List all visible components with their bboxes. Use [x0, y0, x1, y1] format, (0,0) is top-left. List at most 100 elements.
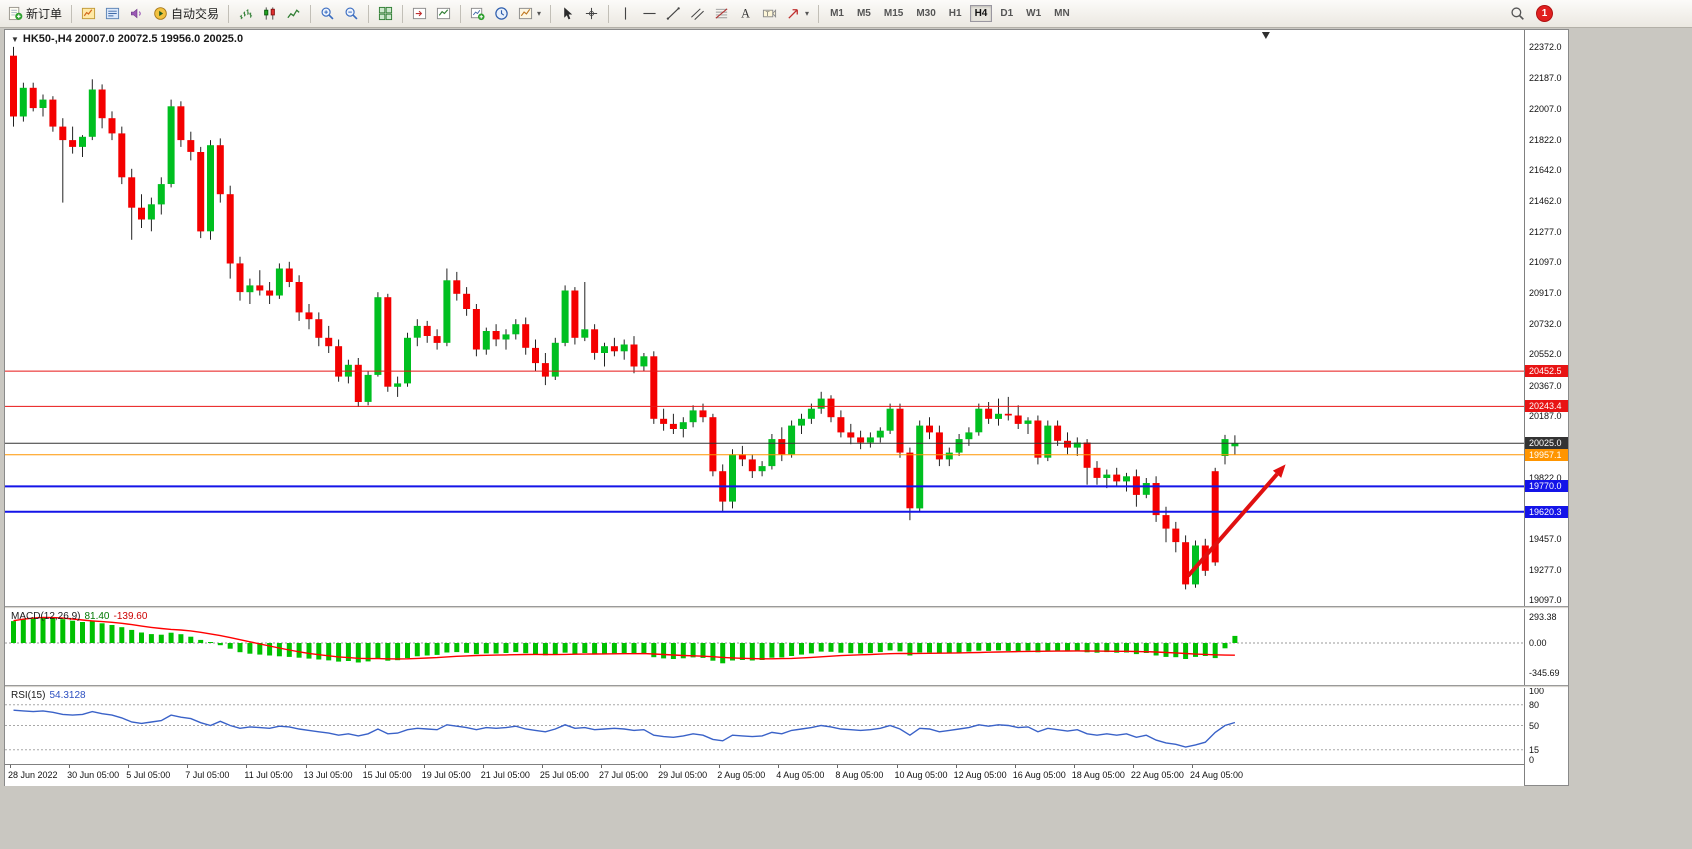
horizontal-line-button[interactable] — [638, 3, 661, 24]
fibonacci-icon — [714, 6, 729, 21]
new-order-button[interactable]: 新订单 — [4, 3, 66, 24]
macd-signal-value: -139.60 — [113, 611, 148, 622]
text-icon: A — [738, 6, 753, 21]
timeframe-m30-button[interactable]: M30 — [916, 8, 936, 19]
macd-pane[interactable] — [5, 609, 1524, 685]
price-tick-label: 20917.0 — [1529, 287, 1562, 298]
rsi-tick-label: 50 — [1529, 720, 1540, 731]
timeframe-h4-button[interactable]: H4 — [969, 5, 993, 22]
main-chart-pane[interactable] — [5, 30, 1524, 606]
pane-divider[interactable] — [5, 606, 1568, 609]
periodicity-button[interactable] — [490, 3, 513, 24]
price-level-badge: 20025.0 — [1525, 437, 1568, 450]
text-label-button[interactable]: T — [758, 3, 781, 24]
text-button[interactable]: A — [734, 3, 757, 24]
line-chart-icon — [286, 6, 301, 21]
macd-tick-label: -345.69 — [1529, 668, 1560, 679]
time-axis-label: 15 Jul 05:00 — [362, 770, 412, 780]
macd-tick-label: 293.38 — [1529, 612, 1557, 623]
time-axis-label: 2 Aug 05:00 — [717, 770, 766, 780]
templates-button[interactable]: ▾ — [514, 3, 545, 24]
chart-shift-icon — [412, 6, 427, 21]
time-tick — [660, 765, 662, 768]
chart-symbol-label: HK50-,H4 20007.0 20072.5 19956.0 20025.0 — [22, 33, 244, 45]
toolbar-separator — [368, 4, 370, 23]
autotrading-button[interactable]: 自动交易 — [149, 3, 223, 24]
rsi-pane[interactable] — [5, 688, 1524, 763]
bar-chart-button[interactable] — [234, 3, 257, 24]
time-axis-label: 29 Jul 05:00 — [658, 770, 708, 780]
pane-divider[interactable] — [5, 685, 1568, 688]
price-tick-label: 22372.0 — [1529, 41, 1562, 52]
price-tick-label: 20732.0 — [1529, 318, 1562, 329]
templates-icon — [518, 6, 533, 21]
toolbar-separator — [608, 4, 610, 23]
time-axis-label: 7 Jul 05:00 — [185, 770, 230, 780]
macd-label: MACD(12,26,9) 81.40 -139.60 — [11, 611, 151, 622]
crosshair-button[interactable] — [580, 3, 603, 24]
arrows-button[interactable]: ▾ — [782, 3, 813, 24]
strategy-tester-icon — [129, 6, 144, 21]
trendline-button[interactable] — [662, 3, 685, 24]
new-chart-icon — [470, 6, 485, 21]
market-watch-button[interactable] — [77, 3, 100, 24]
tile-windows-button[interactable] — [374, 3, 397, 24]
timeframe-m5-button[interactable]: M5 — [856, 8, 871, 19]
toolbar-separator — [460, 4, 462, 23]
timeframe-m15-button[interactable]: M15 — [883, 8, 904, 19]
fibonacci-button[interactable] — [710, 3, 733, 24]
time-axis-label: 27 Jul 05:00 — [599, 770, 649, 780]
price-tick-label: 19822.0 — [1529, 472, 1562, 483]
time-axis[interactable]: 28 Jun 2022 30 Jun 05:00 5 Jul 05:00 7 Jul … — [5, 764, 1524, 786]
zoom-in-button[interactable] — [316, 3, 339, 24]
line-chart-button[interactable] — [282, 3, 305, 24]
candlestick-chart-button[interactable] — [258, 3, 281, 24]
rsi-indicator[interactable] — [5, 688, 1524, 763]
time-axis-label: 11 Jul 05:00 — [244, 770, 293, 780]
time-axis-label: 5 Jul 05:00 — [126, 770, 171, 780]
timeframe-w1-button[interactable]: W1 — [1026, 8, 1042, 19]
macd-indicator[interactable] — [5, 609, 1524, 685]
arrows-icon — [786, 6, 801, 21]
zoom-out-button[interactable] — [340, 3, 363, 24]
tile-windows-icon — [378, 6, 393, 21]
price-tick-label: 21277.0 — [1529, 226, 1562, 237]
strategy-tester-button[interactable] — [125, 3, 148, 24]
rsi-title: RSI(15) — [11, 690, 46, 701]
timeframe-mn-button[interactable]: MN — [1054, 8, 1070, 19]
toolbar-separator — [402, 4, 404, 23]
periodicity-icon — [494, 6, 509, 21]
chart-window[interactable]: ▼ HK50-,H4 20007.0 20072.5 19956.0 20025… — [4, 29, 1569, 786]
notification-badge[interactable]: 1 — [1537, 6, 1552, 21]
price-tick-label: 22007.0 — [1529, 103, 1562, 114]
toolbar-separator — [228, 4, 230, 23]
chart-shift-button[interactable] — [408, 3, 431, 24]
timeframe-m1-button[interactable]: M1 — [830, 8, 844, 19]
chart-collapse-icon[interactable]: ▼ — [11, 34, 19, 44]
price-scale[interactable]: 22372.0 22187.0 22007.0 21822.0 21642.0 21462… — [1524, 30, 1568, 785]
timeframe-h1-button[interactable]: H1 — [948, 8, 962, 19]
cursor-button[interactable] — [556, 3, 579, 24]
bar-chart-icon — [238, 6, 253, 21]
time-axis-label: 30 Jun 05:00 — [67, 770, 120, 780]
timeframe-d1-button[interactable]: D1 — [1000, 8, 1014, 19]
candlestick-chart[interactable] — [5, 30, 1524, 606]
price-tick-label: 19097.0 — [1529, 595, 1562, 606]
channel-icon — [690, 6, 705, 21]
rsi-label: RSI(15) 54.3128 — [11, 690, 90, 701]
time-axis-label: 13 Jul 05:00 — [303, 770, 353, 780]
equidistant-channel-button[interactable] — [686, 3, 709, 24]
search-button[interactable] — [1506, 3, 1529, 24]
price-level-badge: 19620.3 — [1525, 505, 1568, 518]
new-chart-button[interactable] — [466, 3, 489, 24]
candlestick-chart-icon — [262, 6, 277, 21]
price-tick-label: 19457.0 — [1529, 534, 1562, 545]
vertical-line-button[interactable] — [614, 3, 637, 24]
time-tick — [896, 765, 898, 768]
data-window-button[interactable] — [101, 3, 124, 24]
time-tick — [482, 765, 484, 768]
time-tick — [955, 765, 957, 768]
auto-scroll-button[interactable] — [432, 3, 455, 24]
price-level-badge: 19957.1 — [1525, 448, 1568, 461]
svg-text:T: T — [766, 11, 770, 18]
